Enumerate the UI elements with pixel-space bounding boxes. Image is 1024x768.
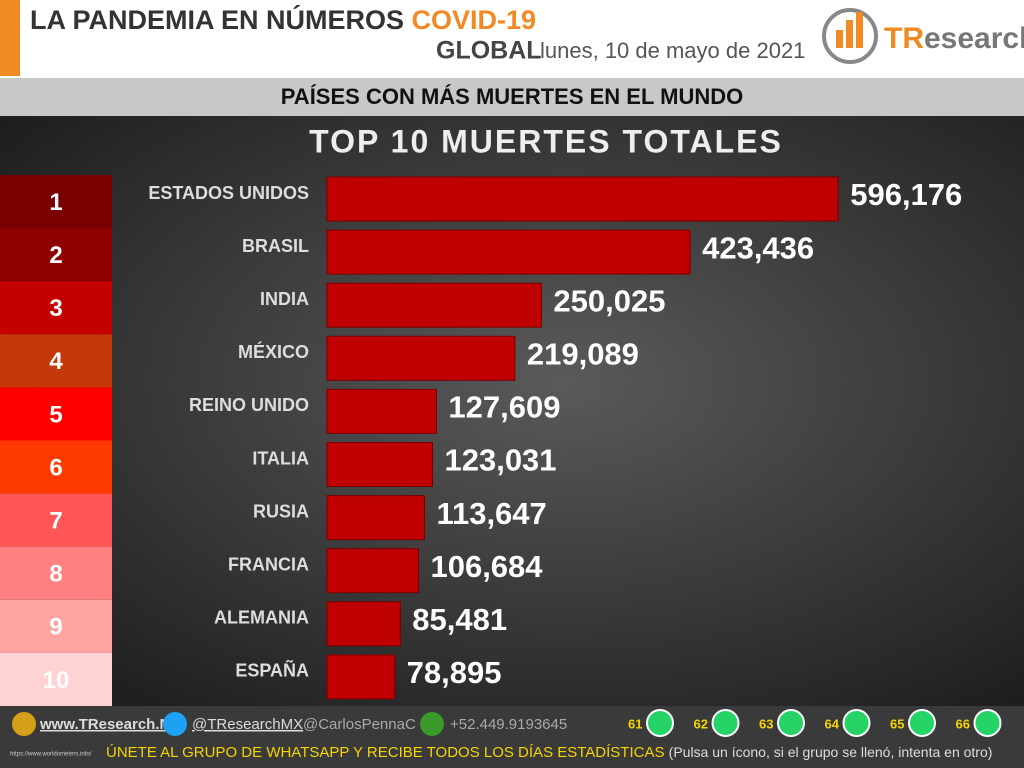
- value-label: 250,025: [553, 283, 665, 318]
- bar: [326, 388, 437, 434]
- banner: PAÍSES CON MÁS MUERTES EN EL MUNDO: [281, 84, 743, 109]
- value-label: 219,089: [527, 336, 639, 371]
- rank: 1: [49, 189, 62, 216]
- group-number: 63: [759, 716, 773, 731]
- bar: [326, 282, 542, 328]
- category-label: ITALIA: [252, 448, 309, 468]
- value-label: 123,031: [444, 443, 556, 478]
- value-label: 106,684: [430, 549, 543, 584]
- bar: [326, 176, 839, 222]
- whatsapp-icon[interactable]: [908, 709, 936, 737]
- rank-cell: [0, 228, 112, 282]
- web-icon: [12, 712, 36, 736]
- rank: 10: [43, 667, 70, 694]
- bar: [326, 548, 419, 594]
- logo-bar: [856, 12, 863, 48]
- category-label: MÉXICO: [238, 341, 309, 362]
- logo-text: TResearch: [884, 22, 1024, 55]
- rank-cell: [0, 546, 112, 600]
- chart: 1 ESTADOS UNIDOS 596,176 2 BRASIL 423,436 3 IND…: [0, 175, 962, 706]
- category-label: BRASIL: [242, 236, 309, 256]
- value-label: 596,176: [850, 177, 962, 212]
- group-number: 65: [890, 716, 904, 731]
- value-label: 78,895: [407, 655, 502, 690]
- author: @CarlosPennaC: [303, 716, 416, 733]
- rank: 3: [49, 295, 62, 322]
- twitter[interactable]: @TResearchMX: [192, 716, 303, 733]
- category-label: ESTADOS UNIDOS: [148, 183, 309, 203]
- header-accent: [0, 0, 20, 76]
- rank: 2: [49, 242, 62, 269]
- bar: [326, 654, 396, 700]
- category-label: INDIA: [260, 289, 309, 309]
- category-label: ESPAÑA: [235, 660, 309, 681]
- group-number: 64: [825, 716, 840, 731]
- whatsapp-icon[interactable]: [711, 709, 740, 737]
- group-number: 62: [694, 716, 708, 731]
- value-label: 127,609: [448, 390, 560, 425]
- header-date: lunes, 10 de mayo de 2021: [540, 38, 805, 63]
- rank-cell: [0, 493, 112, 547]
- rank: 5: [49, 401, 62, 428]
- phone: +52.449.9193645: [450, 716, 567, 733]
- twitter-icon: [163, 712, 187, 736]
- bar: [326, 495, 425, 541]
- site[interactable]: www.TResearch.Mx: [39, 716, 181, 733]
- whatsapp-icon[interactable]: [842, 709, 871, 737]
- rank-cell: [0, 175, 112, 229]
- bar: [326, 601, 401, 647]
- value-label: 423,436: [702, 230, 814, 265]
- logo-bar: [836, 30, 843, 48]
- logo-bar: [846, 20, 853, 48]
- bar: [326, 335, 516, 381]
- group-number: 66: [956, 716, 970, 731]
- rank: 7: [49, 507, 62, 534]
- chart-title: TOP 10 MUERTES TOTALES: [309, 123, 783, 159]
- rank: 8: [49, 561, 62, 588]
- rank-cell: [0, 387, 112, 441]
- category-label: ALEMANIA: [214, 608, 309, 628]
- source: https://www.worldometers.info/: [10, 752, 92, 758]
- rank-cell: [0, 440, 112, 494]
- rank-cell: [0, 334, 112, 388]
- rank: 6: [49, 454, 62, 481]
- rank: 9: [49, 614, 62, 641]
- category-label: REINO UNIDO: [189, 395, 309, 415]
- footer-call: ÚNETE AL GRUPO DE WHATSAPP Y RECIBE TODO…: [106, 744, 992, 761]
- banner-bg: [0, 78, 1024, 116]
- category-label: FRANCIA: [228, 554, 309, 574]
- rank-cell: [0, 652, 112, 706]
- rank-cell: [0, 599, 112, 653]
- bar: [326, 229, 691, 275]
- value-label: 113,647: [436, 496, 546, 531]
- logo-ring: [822, 8, 878, 64]
- header-scope: GLOBAL: [436, 37, 542, 65]
- rank-cell: [0, 281, 112, 335]
- header-title: LA PANDEMIA EN NÚMEROS COVID-19: [30, 4, 536, 35]
- category-label: RUSIA: [253, 501, 309, 521]
- bar: [326, 442, 433, 487]
- value-label: 85,481: [412, 602, 507, 637]
- whatsapp-icon[interactable]: [777, 709, 805, 737]
- whatsapp-icon[interactable]: [646, 709, 674, 737]
- rank: 4: [49, 348, 63, 375]
- phone-icon: [420, 712, 444, 736]
- whatsapp-icon[interactable]: [973, 709, 1002, 737]
- group-number: 61: [628, 716, 642, 731]
